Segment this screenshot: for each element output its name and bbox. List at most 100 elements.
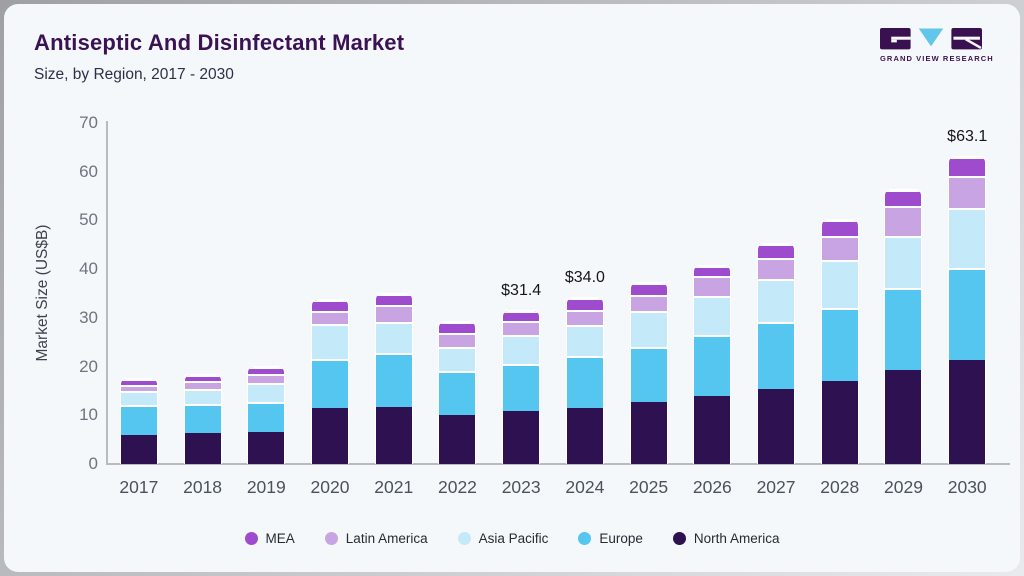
bar-segment-europe (312, 358, 349, 408)
bar-segment-mea (758, 243, 795, 259)
x-axis-line (106, 463, 1010, 465)
bar-segment-asia-pacific (821, 260, 858, 309)
bar-segment-europe (758, 322, 795, 389)
legend-item-europe: Europe (578, 531, 643, 546)
legend-label: MEA (265, 531, 295, 546)
bar-segment-europe (821, 308, 858, 381)
stacked-bar-2019 (247, 366, 286, 464)
x-tick-label-2023: 2023 (501, 477, 541, 497)
page-title: Antiseptic And Disinfectant Market (34, 30, 405, 55)
x-tick-label-2019: 2019 (246, 477, 286, 497)
bar-segment-mea (630, 283, 667, 296)
bar-segment-north-america (694, 395, 731, 464)
bar-segment-europe (503, 363, 540, 411)
legend-label: Europe (599, 531, 643, 546)
stacked-bar-2030 (948, 155, 987, 464)
bar-segment-latin-america (375, 304, 412, 323)
legend-swatch-icon (324, 532, 338, 545)
bar-slot-2026: 2026 (680, 123, 744, 497)
stacked-bar-2020 (311, 298, 350, 464)
x-tick-label-2026: 2026 (692, 477, 732, 497)
stacked-bar-2028 (820, 218, 859, 464)
legend-label: North America (693, 531, 780, 546)
y-tick-label: 40 (79, 259, 98, 279)
y-tick-label: 60 (79, 161, 98, 181)
bar-segment-north-america (566, 407, 603, 464)
bar-value-label-2030: $63.1 (947, 127, 988, 145)
x-tick-label-2020: 2020 (310, 477, 350, 497)
bar-slot-2021: 2021 (362, 123, 426, 497)
bar-segment-mea (248, 367, 285, 375)
page-subtitle: Size, by Region, 2017 - 2030 (34, 66, 234, 83)
bar-segment-mea (184, 374, 221, 382)
bar-segment-europe (630, 346, 667, 402)
x-tick-label-2029: 2029 (884, 477, 923, 497)
plot-area: 2017 2018 2019 2020 2021 2022 $31.4 2023 $34.0 20… (106, 121, 1010, 497)
bar-segment-latin-america (630, 295, 667, 311)
bar-segment-asia-pacific (694, 296, 731, 335)
bar-slot-2025: 2025 (617, 123, 681, 497)
bar-segment-europe (439, 371, 476, 415)
bar-segment-latin-america (758, 258, 795, 279)
bar-segment-mea (566, 298, 603, 310)
x-tick-label-2021: 2021 (374, 477, 414, 497)
bar-value-label-2024: $34.0 (564, 269, 605, 287)
bar-segment-north-america (503, 410, 540, 464)
chart-card: Antiseptic And Disinfectant Market Size,… (4, 4, 1020, 572)
bar-value-label-2023: $31.4 (501, 282, 542, 300)
x-tick-label-2027: 2027 (756, 477, 796, 497)
bar-segment-north-america (120, 434, 157, 464)
bar-segment-north-america (949, 359, 986, 464)
bar-segment-north-america (248, 431, 285, 464)
bar-slot-2020: 2020 (298, 123, 362, 497)
bar-segment-asia-pacific (503, 334, 540, 364)
bar-segment-mea (503, 311, 540, 322)
bar-slot-2024: $34.0 2024 (553, 123, 617, 497)
bar-segment-asia-pacific (120, 390, 157, 406)
y-tick-label: 50 (79, 210, 98, 230)
y-tick-label: 10 (79, 405, 98, 425)
x-tick-label-2030: 2030 (947, 477, 987, 497)
legend-item-north-america: North America (672, 531, 780, 546)
y-axis-line (106, 121, 108, 464)
y-tick-label: 30 (79, 307, 98, 327)
stacked-bar-2023 (502, 310, 541, 464)
bar-segment-latin-america (949, 175, 986, 208)
bar-segment-asia-pacific (566, 325, 603, 357)
y-tick-label: 20 (79, 356, 98, 376)
bar-segment-asia-pacific (885, 235, 922, 289)
bar-segment-north-america (439, 414, 476, 464)
gvr-logo-icon (880, 28, 982, 50)
y-axis-title: Market Size (US$B) (34, 224, 51, 362)
bar-slot-2017: 2017 (107, 123, 171, 497)
y-tick-label: 70 (79, 113, 98, 132)
bar-segment-mea (439, 322, 476, 333)
bar-slot-2018: 2018 (171, 123, 235, 497)
bar-slot-2030: $63.1 2030 (935, 123, 999, 497)
x-tick-label-2022: 2022 (437, 477, 477, 497)
legend-swatch-icon (244, 532, 258, 545)
bar-segment-north-america (312, 407, 349, 464)
stacked-bar-2024 (565, 297, 604, 464)
bar-slot-2028: 2028 (808, 123, 872, 497)
bar-segment-north-america (630, 401, 667, 464)
bar-segment-asia-pacific (312, 324, 349, 359)
bar-segment-latin-america (248, 374, 285, 384)
x-tick-label-2024: 2024 (565, 477, 605, 497)
bar-segment-asia-pacific (439, 347, 476, 372)
x-tick-label-2028: 2028 (820, 477, 860, 497)
bar-segment-mea (821, 219, 858, 237)
bar-segment-europe (184, 404, 221, 433)
bar-segment-asia-pacific (949, 207, 986, 269)
bar-segment-europe (694, 334, 731, 396)
bar-segment-north-america (885, 370, 922, 464)
bar-segment-mea (694, 265, 731, 277)
x-tick-label-2025: 2025 (629, 477, 669, 497)
bar-slot-2023: $31.4 2023 (489, 123, 553, 497)
bar-segment-latin-america (885, 206, 922, 236)
legend-swatch-icon (672, 532, 686, 545)
stacked-bar-2025 (629, 282, 668, 464)
bar-segment-asia-pacific (184, 389, 221, 405)
bar-segment-mea (885, 190, 922, 207)
bar-segment-north-america (184, 432, 221, 464)
